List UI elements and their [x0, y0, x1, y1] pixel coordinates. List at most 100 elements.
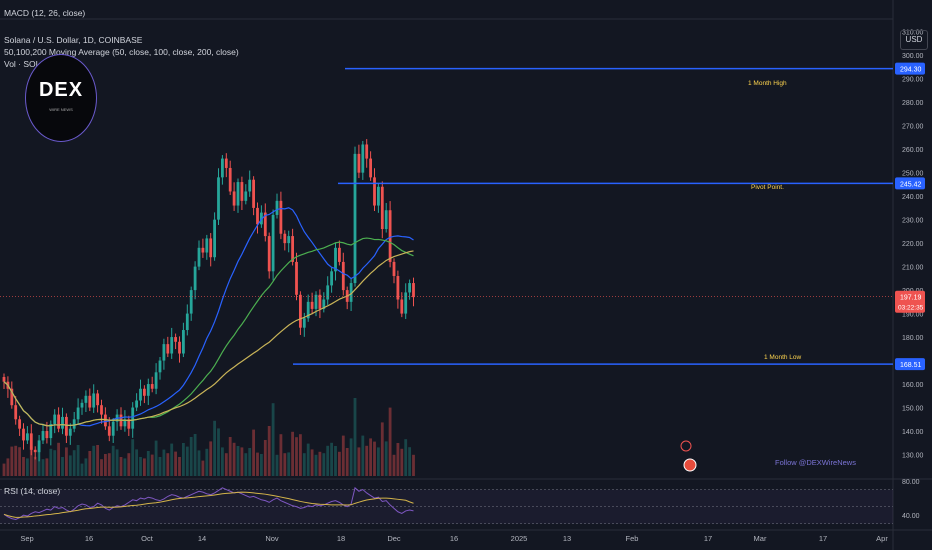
level-label-month-low: 1 Month Low — [764, 354, 802, 361]
volume-bar — [263, 440, 267, 476]
candle-body — [287, 236, 291, 244]
flag-icon — [683, 458, 697, 472]
candle-body — [263, 212, 267, 237]
volume-bar — [213, 420, 216, 476]
candle-body — [84, 395, 88, 403]
candle-body — [205, 238, 209, 253]
volume-legend[interactable]: Vol · SOL — [4, 59, 41, 69]
candle-body — [26, 433, 29, 441]
volume-bar — [248, 448, 252, 476]
ma50-line — [3, 207, 414, 427]
volume-bar — [267, 426, 271, 476]
candle-body — [377, 186, 380, 206]
volume-bar — [279, 434, 283, 476]
volume-bar — [326, 445, 330, 476]
candle-body — [154, 372, 158, 389]
volume-bar — [174, 451, 177, 476]
candle-body — [365, 144, 369, 159]
volume-bar — [334, 446, 337, 476]
x-tick-label: 16 — [450, 534, 458, 543]
candle-body — [271, 214, 275, 272]
volume-bar — [369, 438, 372, 476]
volume-bars — [2, 398, 415, 476]
bar-countdown: 03:22:35 — [898, 305, 924, 312]
candle-body — [68, 428, 72, 436]
x-tick-label: Nov — [265, 534, 279, 543]
volume-bar — [33, 456, 37, 476]
y-tick-label: 280.00 — [902, 100, 924, 107]
volume-bar — [197, 450, 201, 476]
volume-bar — [314, 454, 318, 476]
level-price-tag-text: 245.42 — [900, 181, 922, 188]
candle-body — [408, 283, 411, 293]
volume-bar — [224, 453, 228, 476]
candle-body — [96, 393, 99, 406]
volume-bar — [232, 442, 236, 476]
candle-body — [369, 158, 372, 178]
volume-bar — [100, 459, 103, 476]
volume-bar — [143, 458, 146, 476]
volume-bar — [182, 443, 185, 476]
candle-body — [314, 294, 318, 309]
volume-bar — [400, 448, 404, 476]
candle-body — [143, 388, 146, 396]
volume-bar — [6, 458, 10, 476]
volume-bar — [275, 454, 279, 476]
volume-bar — [318, 451, 322, 476]
y-tick-label: 210.00 — [902, 265, 924, 272]
volume-bar — [252, 429, 255, 476]
y-tick-label: 260.00 — [902, 147, 924, 154]
level-price-tag-text: 294.30 — [900, 67, 922, 74]
volume-bar — [185, 446, 189, 476]
x-tick-label: 16 — [85, 534, 93, 543]
candle-body — [189, 290, 193, 314]
rsi-tick-label: 80.00 — [902, 479, 920, 486]
x-tick-label: Oct — [141, 534, 154, 543]
ma100-line — [3, 237, 414, 427]
candle-body — [236, 182, 240, 206]
volume-bar — [353, 398, 357, 476]
candle-body — [213, 219, 216, 258]
currency-button[interactable]: USD — [900, 30, 928, 50]
volume-bar — [310, 449, 314, 476]
volume-bar — [26, 458, 29, 476]
volume-bar — [201, 460, 205, 476]
rsi-indicator-label[interactable]: RSI (14, close) — [4, 486, 61, 496]
volume-bar — [135, 449, 138, 476]
volume-bar — [88, 451, 92, 476]
volume-bar — [388, 407, 392, 476]
candle-body — [283, 233, 287, 244]
volume-bar — [341, 435, 345, 476]
volume-bar — [217, 428, 220, 476]
volume-bar — [139, 457, 142, 476]
volume-bar — [131, 439, 135, 476]
volume-bar — [178, 457, 181, 476]
candle-body — [279, 200, 283, 234]
volume-bar — [299, 434, 302, 476]
candle-body — [197, 247, 201, 267]
volume-bar — [349, 438, 353, 476]
moving-average-legend[interactable]: 50,100,200 Moving Average (50, close, 10… — [4, 47, 239, 57]
candle-body — [150, 384, 154, 389]
candle-body — [252, 179, 255, 208]
candle-body — [139, 388, 142, 401]
candle-body — [107, 426, 111, 436]
y-tick-label: 270.00 — [902, 124, 924, 131]
candle-body — [244, 191, 248, 201]
candle-body — [299, 294, 302, 328]
level-price-tag — [895, 358, 925, 371]
y-tick-label: 230.00 — [902, 218, 924, 225]
candle-body — [14, 405, 18, 420]
macd-indicator-label[interactable]: MACD (12, 26, close) — [4, 8, 86, 18]
volume-bar — [189, 437, 193, 476]
volume-bar — [291, 431, 294, 476]
volume-bar — [96, 445, 99, 476]
y-tick-label: 190.00 — [902, 312, 924, 319]
candle-body — [170, 337, 174, 354]
volume-bar — [119, 457, 123, 476]
x-tick-label: 18 — [337, 534, 345, 543]
candle-body — [318, 294, 322, 309]
volume-bar — [127, 453, 131, 476]
volume-bar — [65, 447, 68, 476]
